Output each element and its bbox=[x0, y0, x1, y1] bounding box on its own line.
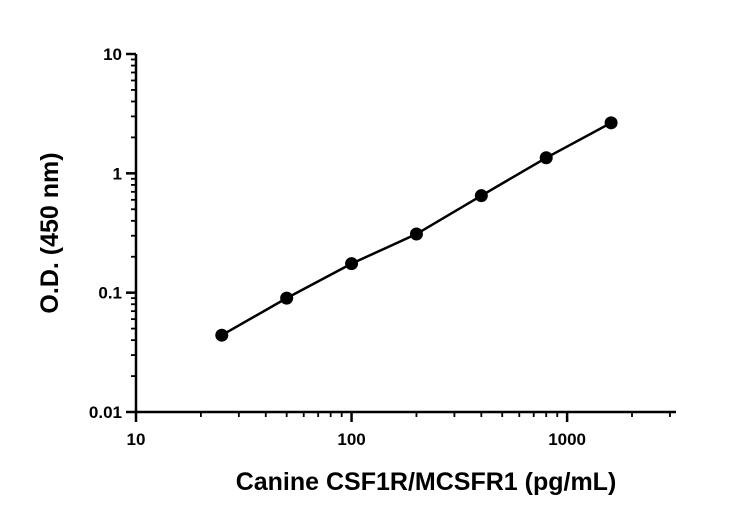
x-tick-label: 1000 bbox=[548, 430, 586, 449]
data-points bbox=[215, 116, 618, 342]
data-point bbox=[215, 328, 229, 342]
y-tick-label: 0.1 bbox=[98, 284, 122, 303]
x-minor-ticks bbox=[199, 412, 671, 417]
y-tick-label: 1 bbox=[113, 164, 122, 183]
y-tick-label: 10 bbox=[103, 45, 122, 64]
y-axis-title: O.D. (450 nm) bbox=[36, 152, 64, 313]
data-point bbox=[280, 291, 294, 305]
data-point bbox=[409, 227, 423, 241]
x-tick-label: 100 bbox=[337, 430, 365, 449]
x-major-ticks: 10 100 1000 bbox=[127, 412, 586, 449]
x-axis-title: Canine CSF1R/MCSFR1 (pg/mL) bbox=[236, 468, 617, 496]
y-tick-label: 0.01 bbox=[89, 403, 122, 422]
x-tick-label: 10 bbox=[127, 430, 146, 449]
axes: 0.01 0.1 1 10 10 100 1000 bbox=[89, 45, 676, 449]
data-point bbox=[539, 151, 553, 165]
y-minor-ticks bbox=[131, 58, 136, 377]
data-point bbox=[604, 116, 618, 130]
data-point bbox=[345, 257, 359, 271]
y-major-ticks: 0.01 0.1 1 10 bbox=[89, 45, 136, 422]
data-point bbox=[474, 189, 488, 203]
